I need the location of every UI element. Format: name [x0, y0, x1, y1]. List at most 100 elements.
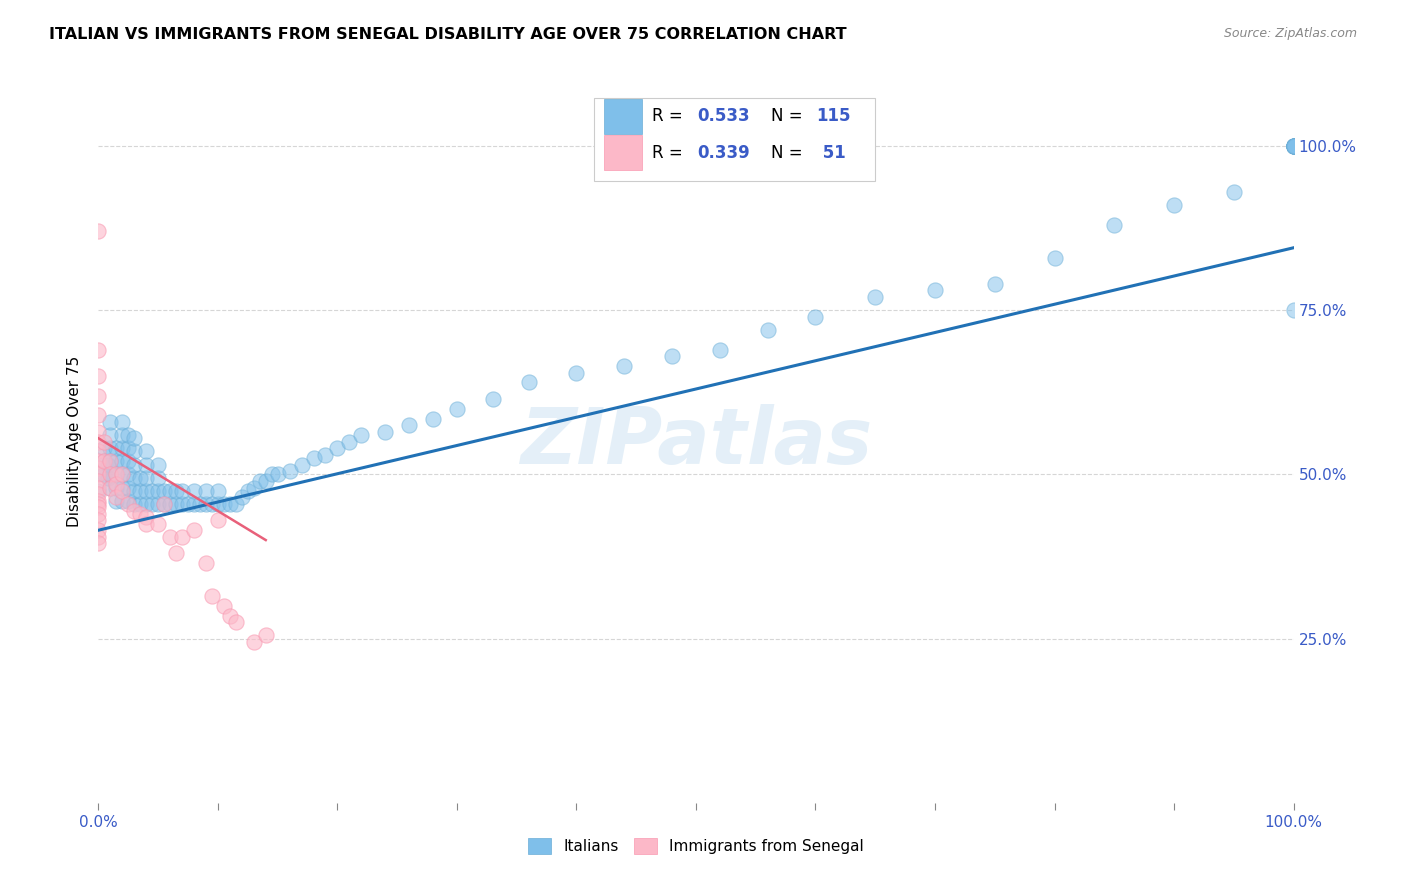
Bar	[605, 136, 643, 169]
Point	[159, 483, 181, 498]
Point	[93, 434, 115, 449]
Point	[87, 409, 110, 423]
Point	[267, 467, 290, 482]
Point	[350, 428, 373, 442]
Point	[865, 290, 887, 304]
Point	[124, 483, 146, 498]
Point	[87, 497, 110, 511]
Text: ZIPatlas: ZIPatlas	[520, 403, 872, 480]
Point	[481, 392, 505, 406]
Point	[326, 441, 349, 455]
Point	[1223, 185, 1246, 199]
Point	[188, 497, 211, 511]
Point	[201, 497, 224, 511]
Point	[129, 507, 152, 521]
Point	[260, 467, 283, 482]
Point	[135, 444, 157, 458]
Point	[117, 493, 139, 508]
Text: R =: R =	[652, 144, 688, 161]
Point	[1282, 139, 1305, 153]
Point	[124, 471, 146, 485]
Point	[111, 454, 134, 468]
Point	[87, 493, 110, 508]
Point	[98, 428, 122, 442]
Point	[124, 458, 146, 472]
Point	[1163, 198, 1185, 212]
Point	[135, 510, 157, 524]
Point	[97, 471, 120, 485]
Point	[98, 481, 122, 495]
Text: ITALIAN VS IMMIGRANTS FROM SENEGAL DISABILITY AGE OVER 75 CORRELATION CHART: ITALIAN VS IMMIGRANTS FROM SENEGAL DISAB…	[49, 27, 846, 42]
Point	[1282, 139, 1305, 153]
Point	[105, 441, 128, 455]
Point	[172, 497, 194, 511]
Point	[243, 481, 266, 495]
Point	[87, 523, 110, 537]
Point	[98, 454, 122, 468]
Point	[111, 441, 134, 455]
Point	[231, 491, 253, 505]
Point	[212, 599, 235, 613]
Point	[165, 483, 187, 498]
Point	[117, 467, 139, 482]
Point	[87, 536, 110, 550]
Point	[1282, 139, 1305, 153]
Point	[756, 323, 779, 337]
Point	[254, 474, 277, 488]
Point	[148, 483, 170, 498]
Point	[183, 523, 205, 537]
Point	[117, 441, 139, 455]
Point	[111, 481, 134, 495]
Text: N =: N =	[772, 107, 808, 126]
Point	[183, 483, 205, 498]
Point	[422, 411, 444, 425]
Text: 115: 115	[817, 107, 851, 126]
Point	[117, 454, 139, 468]
Point	[195, 497, 218, 511]
Point	[87, 388, 110, 402]
Point	[97, 458, 120, 472]
Point	[105, 467, 128, 482]
Point	[117, 497, 139, 511]
Point	[1104, 218, 1126, 232]
Point	[172, 483, 194, 498]
Point	[661, 349, 683, 363]
Point	[148, 471, 170, 485]
Point	[141, 497, 163, 511]
Point	[93, 454, 115, 468]
Point	[93, 467, 115, 482]
Point	[219, 497, 242, 511]
Point	[87, 467, 110, 482]
Point	[517, 376, 540, 390]
Point	[153, 497, 176, 511]
Point	[315, 448, 337, 462]
Point	[135, 516, 157, 531]
Point	[98, 481, 122, 495]
Point	[87, 483, 110, 498]
Point	[87, 343, 110, 357]
Point	[135, 483, 157, 498]
Point	[135, 497, 157, 511]
Point	[172, 530, 194, 544]
Y-axis label: Disability Age Over 75: Disability Age Over 75	[67, 356, 83, 527]
Point	[87, 444, 110, 458]
Point	[87, 368, 110, 383]
Point	[98, 454, 122, 468]
Point	[124, 431, 146, 445]
Point	[339, 434, 361, 449]
Point	[111, 467, 134, 482]
Point	[98, 467, 122, 482]
Point	[225, 615, 247, 630]
Point	[105, 467, 128, 482]
Point	[124, 497, 146, 511]
Point	[98, 415, 122, 429]
Point	[183, 497, 205, 511]
Point	[207, 483, 229, 498]
Point	[87, 460, 110, 475]
Point	[135, 458, 157, 472]
Point	[98, 441, 122, 455]
Point	[87, 467, 110, 482]
Point	[129, 471, 152, 485]
Point	[117, 481, 139, 495]
Point	[278, 464, 301, 478]
